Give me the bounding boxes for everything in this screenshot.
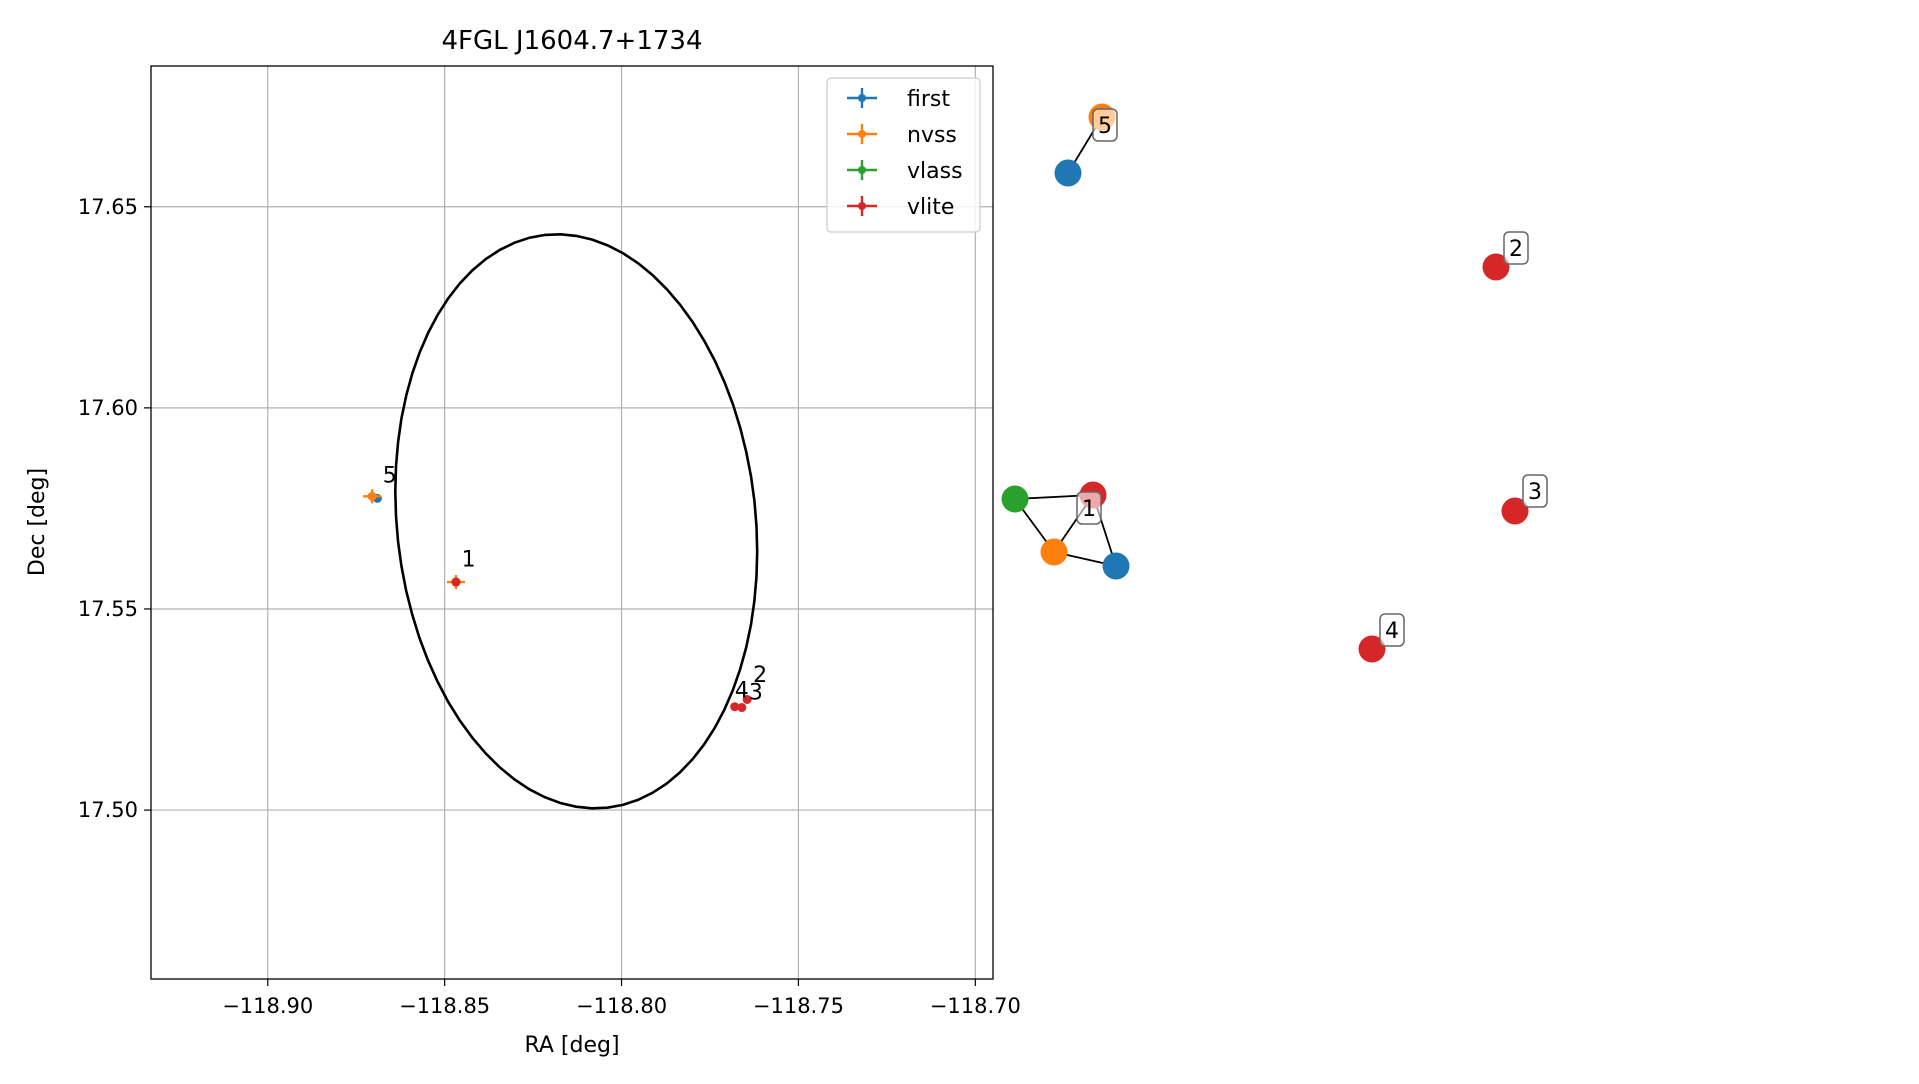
y-axis-label: Dec [deg] bbox=[25, 468, 50, 576]
network-node bbox=[1482, 253, 1510, 281]
network-node bbox=[1501, 497, 1529, 525]
source-label: 1 bbox=[462, 548, 476, 573]
point-vlite bbox=[730, 702, 740, 712]
svg-text:4: 4 bbox=[1385, 619, 1399, 644]
point-vlite bbox=[742, 694, 752, 704]
x-tick-label: −118.70 bbox=[930, 994, 1021, 1018]
legend-label: first bbox=[907, 87, 950, 112]
y-tick-label: 17.50 bbox=[78, 798, 138, 822]
point-vlite bbox=[737, 703, 747, 713]
annotation-layer: 5 1 234 bbox=[383, 463, 767, 705]
error-ellipse bbox=[393, 232, 759, 810]
ticks-layer: −118.90 −118.85 −118.80 −118.75 −118.70 17.50… bbox=[78, 195, 1021, 1018]
plot-frame bbox=[150, 65, 994, 980]
svg-text:2: 2 bbox=[1509, 237, 1523, 262]
error-ellipse-layer bbox=[393, 232, 759, 810]
legend-frame bbox=[826, 77, 981, 233]
x-tick-label: −118.85 bbox=[399, 994, 490, 1018]
chart-title: 4FGL J1604.7+1734 bbox=[442, 26, 703, 56]
network-node bbox=[1054, 159, 1082, 187]
legend-entry-vlass: vlass bbox=[847, 159, 963, 184]
svg-text:3: 3 bbox=[1528, 480, 1542, 505]
legend-label: nvss bbox=[907, 123, 957, 148]
legend: first nvss vlass vlite bbox=[826, 77, 981, 233]
legend-entry-nvss: nvss bbox=[847, 123, 957, 148]
y-tick-label: 17.65 bbox=[78, 195, 138, 219]
point-nvss bbox=[363, 489, 382, 504]
network-node bbox=[1001, 485, 1029, 513]
source-label: 2 bbox=[753, 663, 767, 688]
y-tick-label: 17.55 bbox=[78, 597, 138, 621]
network-labels: 5 2 1 3 4 bbox=[1076, 108, 1548, 647]
point-vlite bbox=[451, 577, 461, 587]
network-node-label: 2 bbox=[1503, 231, 1529, 265]
source-label: 3 bbox=[749, 680, 763, 705]
network-nodes bbox=[1001, 103, 1529, 663]
network-node-label: 5 bbox=[1092, 108, 1118, 142]
network-node-label: 1 bbox=[1076, 491, 1102, 525]
source-label: 4 bbox=[735, 678, 749, 703]
legend-entry-first: first bbox=[847, 87, 950, 112]
svg-text:1: 1 bbox=[1082, 497, 1096, 522]
y-tick-label: 17.60 bbox=[78, 396, 138, 420]
network-node bbox=[1102, 552, 1130, 580]
network-node-label: 4 bbox=[1379, 613, 1405, 647]
legend-label: vlite bbox=[907, 195, 954, 220]
legend-entry-vlite: vlite bbox=[847, 195, 954, 220]
x-tick-label: −118.80 bbox=[576, 994, 667, 1018]
network-node bbox=[1040, 538, 1068, 566]
legend-label: vlass bbox=[907, 159, 963, 184]
network-node bbox=[1358, 635, 1386, 663]
points-layer bbox=[363, 489, 752, 713]
x-tick-label: −118.75 bbox=[753, 994, 844, 1018]
source-label: 5 bbox=[383, 463, 397, 488]
x-axis-label: RA [deg] bbox=[524, 1033, 619, 1058]
svg-text:5: 5 bbox=[1098, 114, 1112, 139]
x-tick-label: −118.90 bbox=[222, 994, 313, 1018]
network-node-label: 3 bbox=[1522, 474, 1548, 508]
